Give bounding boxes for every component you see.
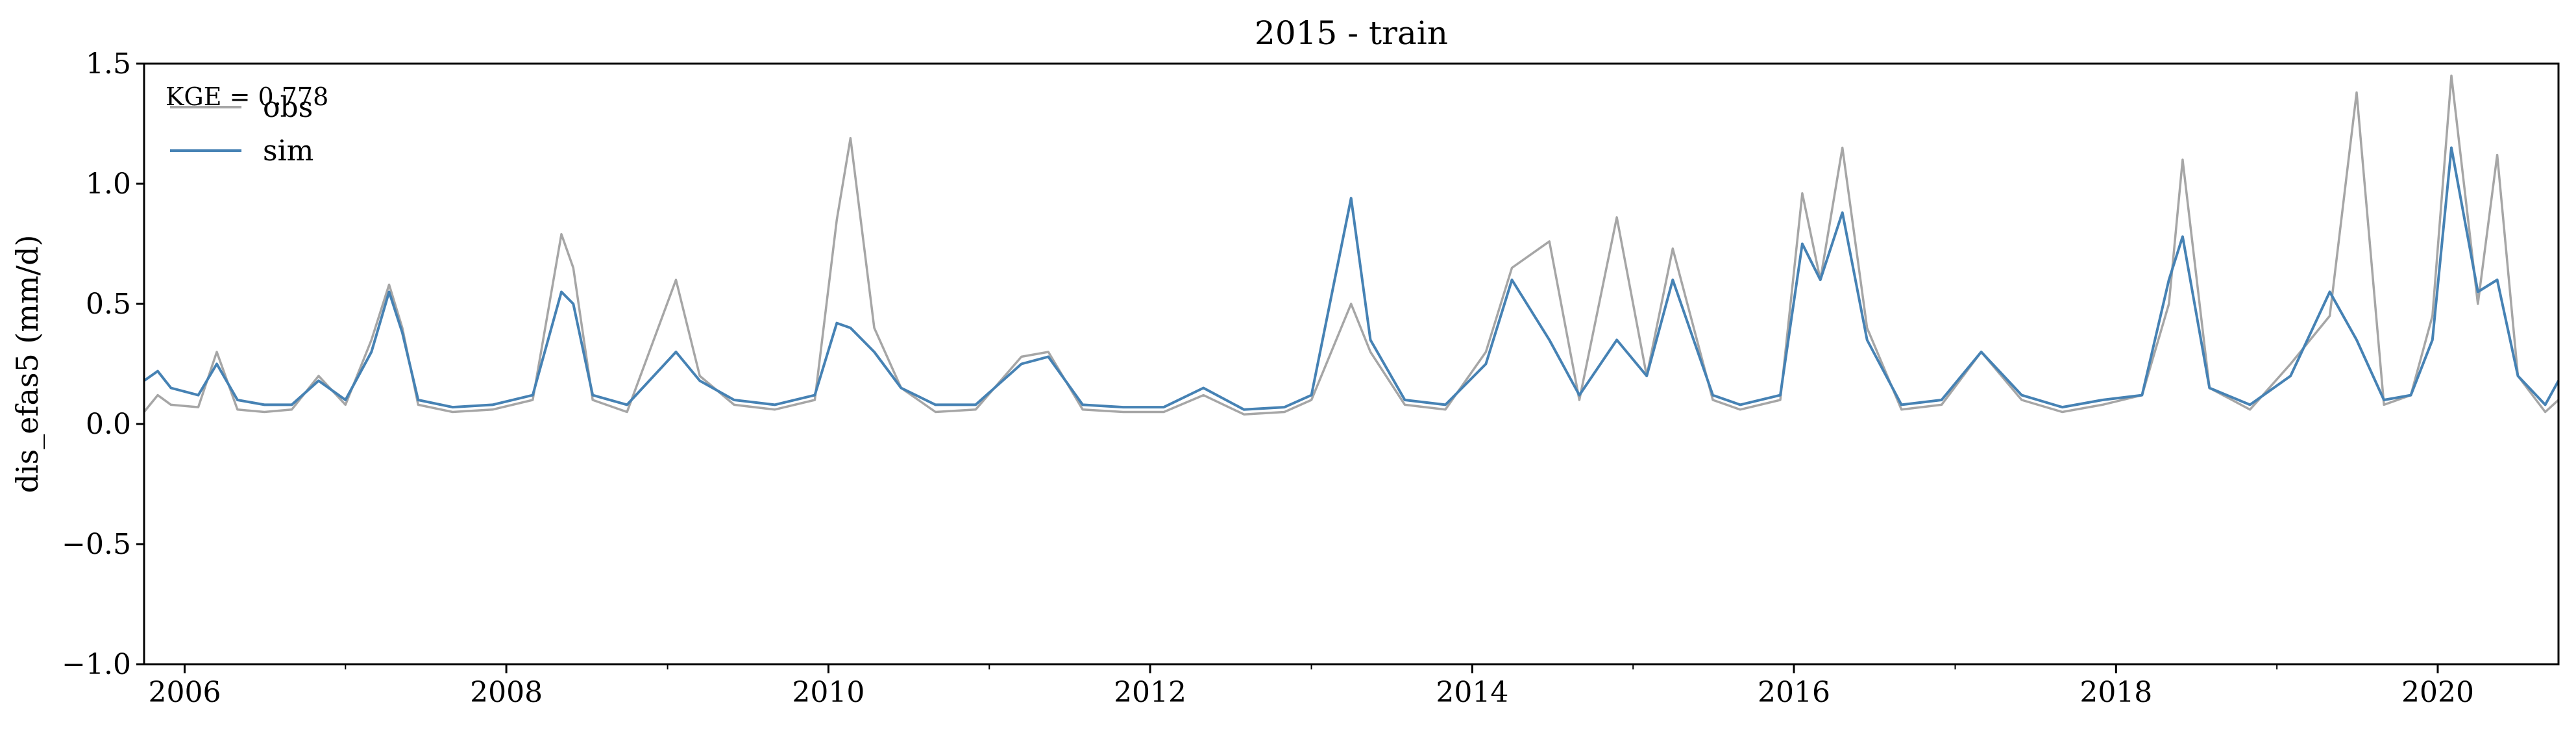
x-tick-label: 2014 (1436, 676, 1508, 709)
x-tick-label: 2018 (2079, 676, 2152, 709)
x-tick-label: 2012 (1114, 676, 1186, 709)
x-tick-label: 2016 (1758, 676, 1830, 709)
x-axis: 2006 2008 2010 2012 2014 2016 2018 2020 (148, 664, 2474, 709)
y-axis-label: dis_efas5 (mm/d) (10, 234, 45, 493)
y-tick-label: 0.0 (86, 408, 131, 441)
series-layer (143, 74, 2560, 416)
y-tick-label: −1.0 (62, 648, 131, 681)
x-tick-label: 2020 (2401, 676, 2474, 709)
legend-label-sim: sim (263, 134, 313, 168)
series-line-sim (143, 146, 2560, 411)
x-tick-label: 2010 (792, 676, 865, 709)
y-axis: −1.0 −0.5 0.0 0.5 1.0 1.5 (62, 47, 144, 681)
x-tick-label: 2008 (470, 676, 543, 709)
plot-frame (143, 62, 2560, 666)
kge-annotation: KGE = 0.778 (166, 82, 328, 111)
x-tick-label: 2006 (148, 676, 221, 709)
y-tick-label: 1.0 (86, 168, 131, 201)
series-line-obs (143, 74, 2560, 416)
legend-label-obs: obs (263, 91, 313, 124)
y-tick-label: 1.5 (86, 47, 131, 81)
y-tick-label: −0.5 (62, 528, 131, 561)
legend: obs sim (170, 91, 313, 168)
y-tick-label: 0.5 (86, 288, 131, 321)
chart-title: 2015 - train (1255, 14, 1448, 52)
